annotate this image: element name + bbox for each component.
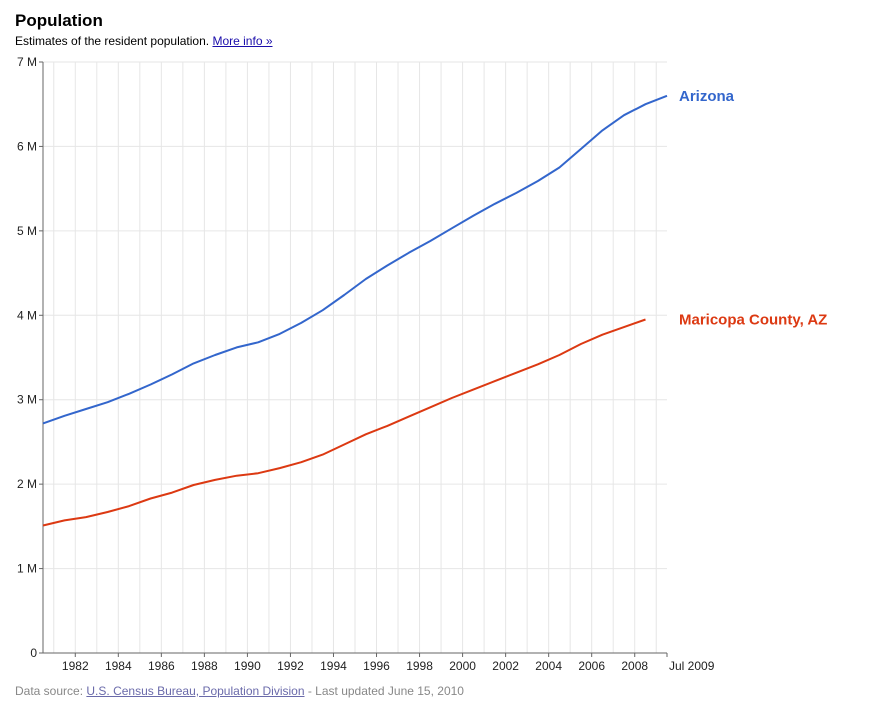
chart-header: Population Estimates of the resident pop… bbox=[15, 10, 273, 50]
more-info-link[interactable]: More info » bbox=[212, 34, 273, 48]
axes bbox=[42, 62, 667, 654]
x-tick-label: 1984 bbox=[105, 659, 132, 673]
chart-title: Population bbox=[15, 11, 103, 30]
x-tick-label: 1998 bbox=[406, 659, 433, 673]
chart-subtitle: Estimates of the resident population. Mo… bbox=[15, 32, 273, 50]
x-tick-label: 2002 bbox=[492, 659, 519, 673]
series-labels: Arizona Maricopa County, AZ bbox=[679, 88, 827, 329]
series-label-0: Arizona bbox=[679, 88, 735, 105]
footer: Data source: U.S. Census Bureau, Populat… bbox=[15, 684, 464, 698]
y-tick-label: 2 M bbox=[17, 477, 37, 491]
series-label-1: Maricopa County, AZ bbox=[679, 312, 827, 329]
data-source-link[interactable]: U.S. Census Bureau, Population Division bbox=[86, 684, 305, 698]
y-tick-label: 3 M bbox=[17, 393, 37, 407]
x-tick-label: Jul 2009 bbox=[669, 659, 715, 673]
x-tick-label: 2004 bbox=[535, 659, 562, 673]
x-tick-label: 2006 bbox=[578, 659, 605, 673]
x-tick-label: 1994 bbox=[320, 659, 347, 673]
y-tick-label: 7 M bbox=[17, 55, 37, 69]
x-tick-label: 1988 bbox=[191, 659, 218, 673]
last-updated-text: - Last updated June 15, 2010 bbox=[304, 684, 464, 698]
y-tick-label: 5 M bbox=[17, 224, 37, 238]
x-axis-ticks: 1982 1984 1986 1988 1990 1992 1994 1996 1998 2000… bbox=[62, 653, 715, 673]
series-line-0[interactable] bbox=[42, 94, 668, 425]
x-tick-label: 1990 bbox=[234, 659, 261, 673]
subtitle-text: Estimates of the resident population. bbox=[15, 34, 210, 48]
data-source-prefix: Data source: bbox=[15, 684, 84, 698]
x-tick-label: 1986 bbox=[148, 659, 175, 673]
y-tick-label: 4 M bbox=[17, 308, 37, 322]
y-axis-ticks: 0 1 M 2 M 3 M 4 M 5 M 6 M 7 M bbox=[17, 55, 43, 660]
y-tick-label: 0 bbox=[30, 646, 37, 660]
series-line-1[interactable] bbox=[42, 318, 646, 527]
y-tick-label: 6 M bbox=[17, 139, 37, 153]
x-tick-label: 2008 bbox=[621, 659, 648, 673]
grid-lines bbox=[43, 61, 667, 653]
series-lines[interactable] bbox=[42, 94, 668, 527]
x-tick-label: 1996 bbox=[363, 659, 390, 673]
x-tick-label: 2000 bbox=[449, 659, 476, 673]
x-tick-label: 1992 bbox=[277, 659, 304, 673]
y-tick-label: 1 M bbox=[17, 562, 37, 576]
line-chart[interactable]: 01 M2 M3 M4 M5 M6 M7 M 1982 1984 1986 1988 1… bbox=[0, 0, 870, 680]
x-tick-label: 1982 bbox=[62, 659, 89, 673]
